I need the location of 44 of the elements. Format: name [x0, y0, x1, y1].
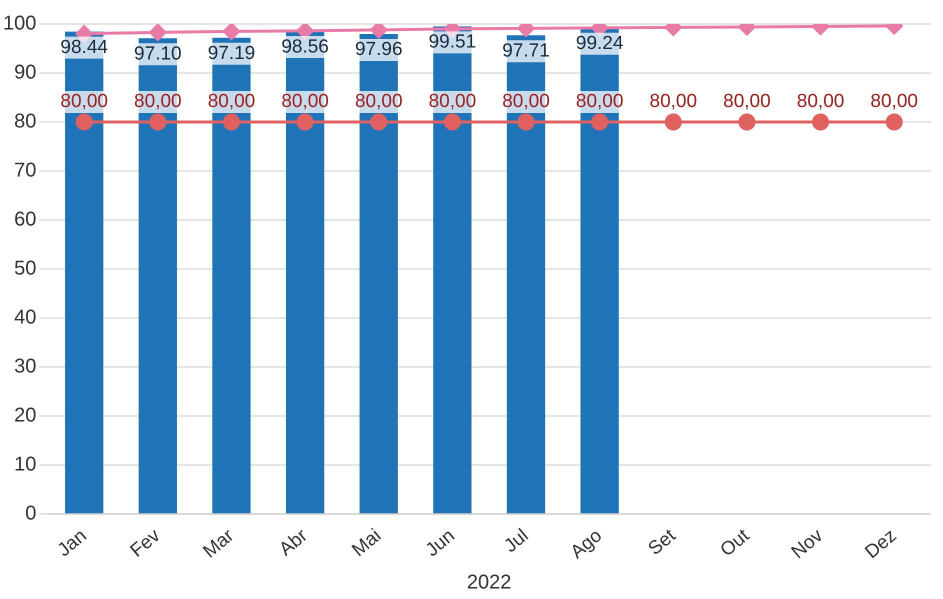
y-tick-label: 40	[14, 306, 36, 328]
x-tick-label: Fev	[126, 524, 165, 562]
x-axis-title: 2022	[466, 572, 512, 594]
data-label: 97.19	[208, 43, 256, 64]
y-tick-label: 0	[25, 502, 36, 524]
data-label: 97.96	[354, 39, 403, 60]
y-tick-label: 10	[14, 453, 36, 476]
data-label: 98.56	[281, 36, 329, 58]
data-label: 80,00	[134, 91, 182, 112]
data-label: 97.71	[502, 40, 550, 62]
y-tick-label: 100	[2, 12, 36, 35]
x-tick-label: Jan	[54, 525, 91, 562]
y-tick-label: 20	[14, 404, 36, 426]
data-label: 80,00	[354, 91, 403, 112]
data-label: 80,00	[576, 91, 624, 112]
x-tick-label: Nov	[788, 524, 828, 564]
y-tick-label: 90	[14, 61, 36, 84]
data-label: 80,00	[723, 91, 771, 112]
data-label: 80,00	[650, 91, 698, 112]
data-label: 99.51	[428, 32, 476, 53]
data-label: 99.24	[576, 32, 624, 54]
data-label: 80,00	[428, 91, 476, 112]
y-tick-label: 70	[14, 159, 36, 182]
data-label: 98.44	[60, 36, 108, 58]
data-label: 80,00	[60, 91, 108, 112]
y-tick-label: 50	[14, 257, 36, 280]
x-tick-label: Jun	[422, 525, 459, 562]
y-tick-label: 80	[14, 110, 36, 132]
data-label: 80,00	[281, 91, 329, 112]
x-tick-label: Dez	[861, 525, 901, 564]
x-tick-label: Set	[644, 524, 680, 560]
x-tick-label: Mar	[199, 524, 239, 562]
data-label: 80,00	[796, 91, 844, 112]
y-tick-label: 30	[14, 355, 36, 378]
data-label: 80,00	[208, 91, 256, 112]
data-label: 80,00	[502, 91, 550, 112]
data-label: 97.10	[134, 43, 182, 64]
x-tick-label: Mai	[348, 525, 386, 562]
data-label: 80,00	[870, 91, 918, 112]
y-tick-label: 60	[14, 208, 36, 230]
x-tick-label: Abr	[276, 524, 312, 560]
x-tick-label: Ago	[566, 525, 606, 564]
x-tick-label: Out	[716, 524, 754, 562]
x-tick-label: Jul	[500, 525, 533, 557]
